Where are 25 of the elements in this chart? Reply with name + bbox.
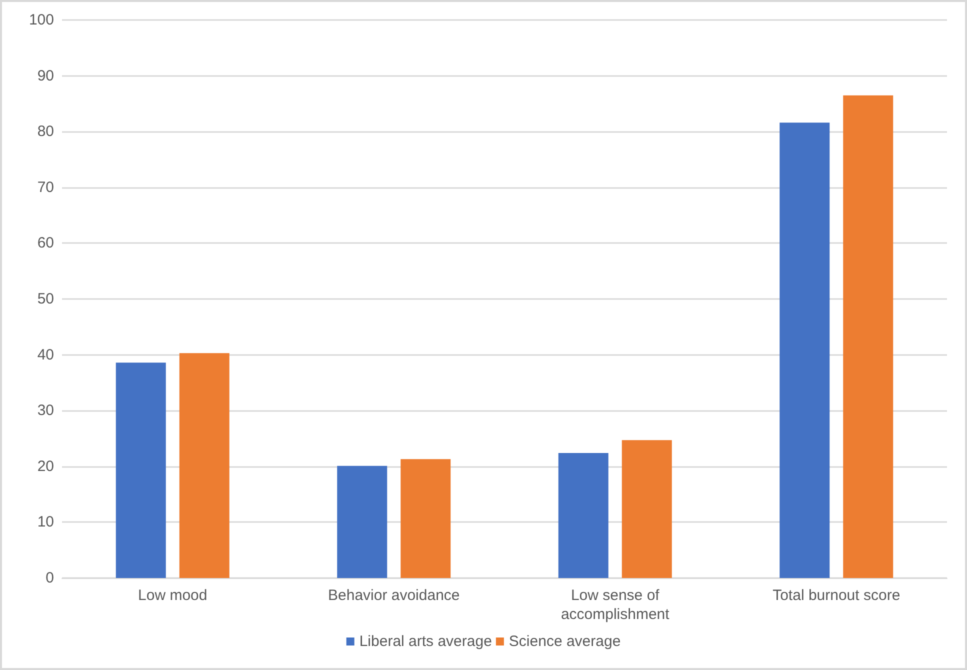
- y-tick-label: 30: [37, 402, 54, 420]
- y-tick-label: 10: [37, 514, 54, 531]
- x-tick-label: Low sense of accomplishment: [560, 587, 670, 623]
- bar: [622, 440, 672, 578]
- y-tick-label: 80: [37, 123, 54, 140]
- bar: [337, 466, 388, 578]
- bar: [780, 122, 830, 578]
- legend-label: Liberal arts average: [359, 633, 492, 650]
- bar: [116, 362, 166, 578]
- x-tick-label: Low mood: [138, 587, 208, 604]
- y-tick-label: 90: [37, 67, 54, 84]
- y-tick-label: 100: [28, 12, 54, 28]
- y-tick-label: 50: [37, 290, 54, 308]
- x-tick-label: Total burnout score: [772, 587, 900, 604]
- y-tick-label: 20: [37, 458, 54, 475]
- x-tick-label: Behavior avoidance: [328, 587, 460, 604]
- y-tick-label: 0: [46, 570, 54, 586]
- bar: [400, 459, 451, 578]
- y-tick-label: 40: [37, 346, 54, 364]
- bar: [843, 95, 894, 578]
- legend-label: Science average: [508, 633, 621, 650]
- y-tick-label: 70: [37, 178, 54, 196]
- bar: [558, 453, 608, 578]
- y-tick-label: 60: [37, 234, 54, 252]
- bar: [179, 353, 230, 578]
